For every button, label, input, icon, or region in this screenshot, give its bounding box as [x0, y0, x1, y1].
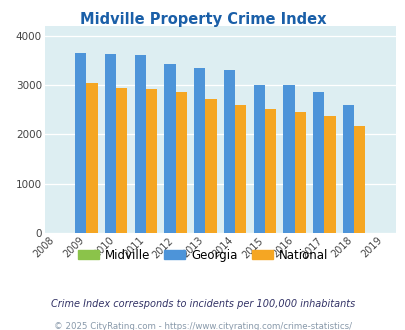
Bar: [353, 126, 365, 233]
Text: © 2025 CityRating.com - https://www.cityrating.com/crime-statistics/: © 2025 CityRating.com - https://www.city…: [54, 322, 351, 330]
Bar: [205, 99, 216, 233]
Bar: [253, 85, 264, 233]
Bar: [145, 89, 157, 233]
Text: Midville Property Crime Index: Midville Property Crime Index: [79, 12, 326, 26]
Bar: [75, 53, 86, 233]
Bar: [234, 105, 246, 233]
Bar: [104, 54, 116, 233]
Bar: [312, 92, 324, 233]
Bar: [86, 83, 97, 233]
Bar: [175, 92, 186, 233]
Bar: [264, 109, 275, 233]
Bar: [194, 68, 205, 233]
Bar: [342, 106, 353, 233]
Legend: Midville, Georgia, National: Midville, Georgia, National: [72, 244, 333, 266]
Bar: [134, 55, 145, 233]
Bar: [324, 116, 335, 233]
Text: Crime Index corresponds to incidents per 100,000 inhabitants: Crime Index corresponds to incidents per…: [51, 299, 354, 309]
Bar: [223, 70, 234, 233]
Bar: [116, 88, 127, 233]
Bar: [294, 112, 305, 233]
Bar: [283, 85, 294, 233]
Bar: [164, 64, 175, 233]
